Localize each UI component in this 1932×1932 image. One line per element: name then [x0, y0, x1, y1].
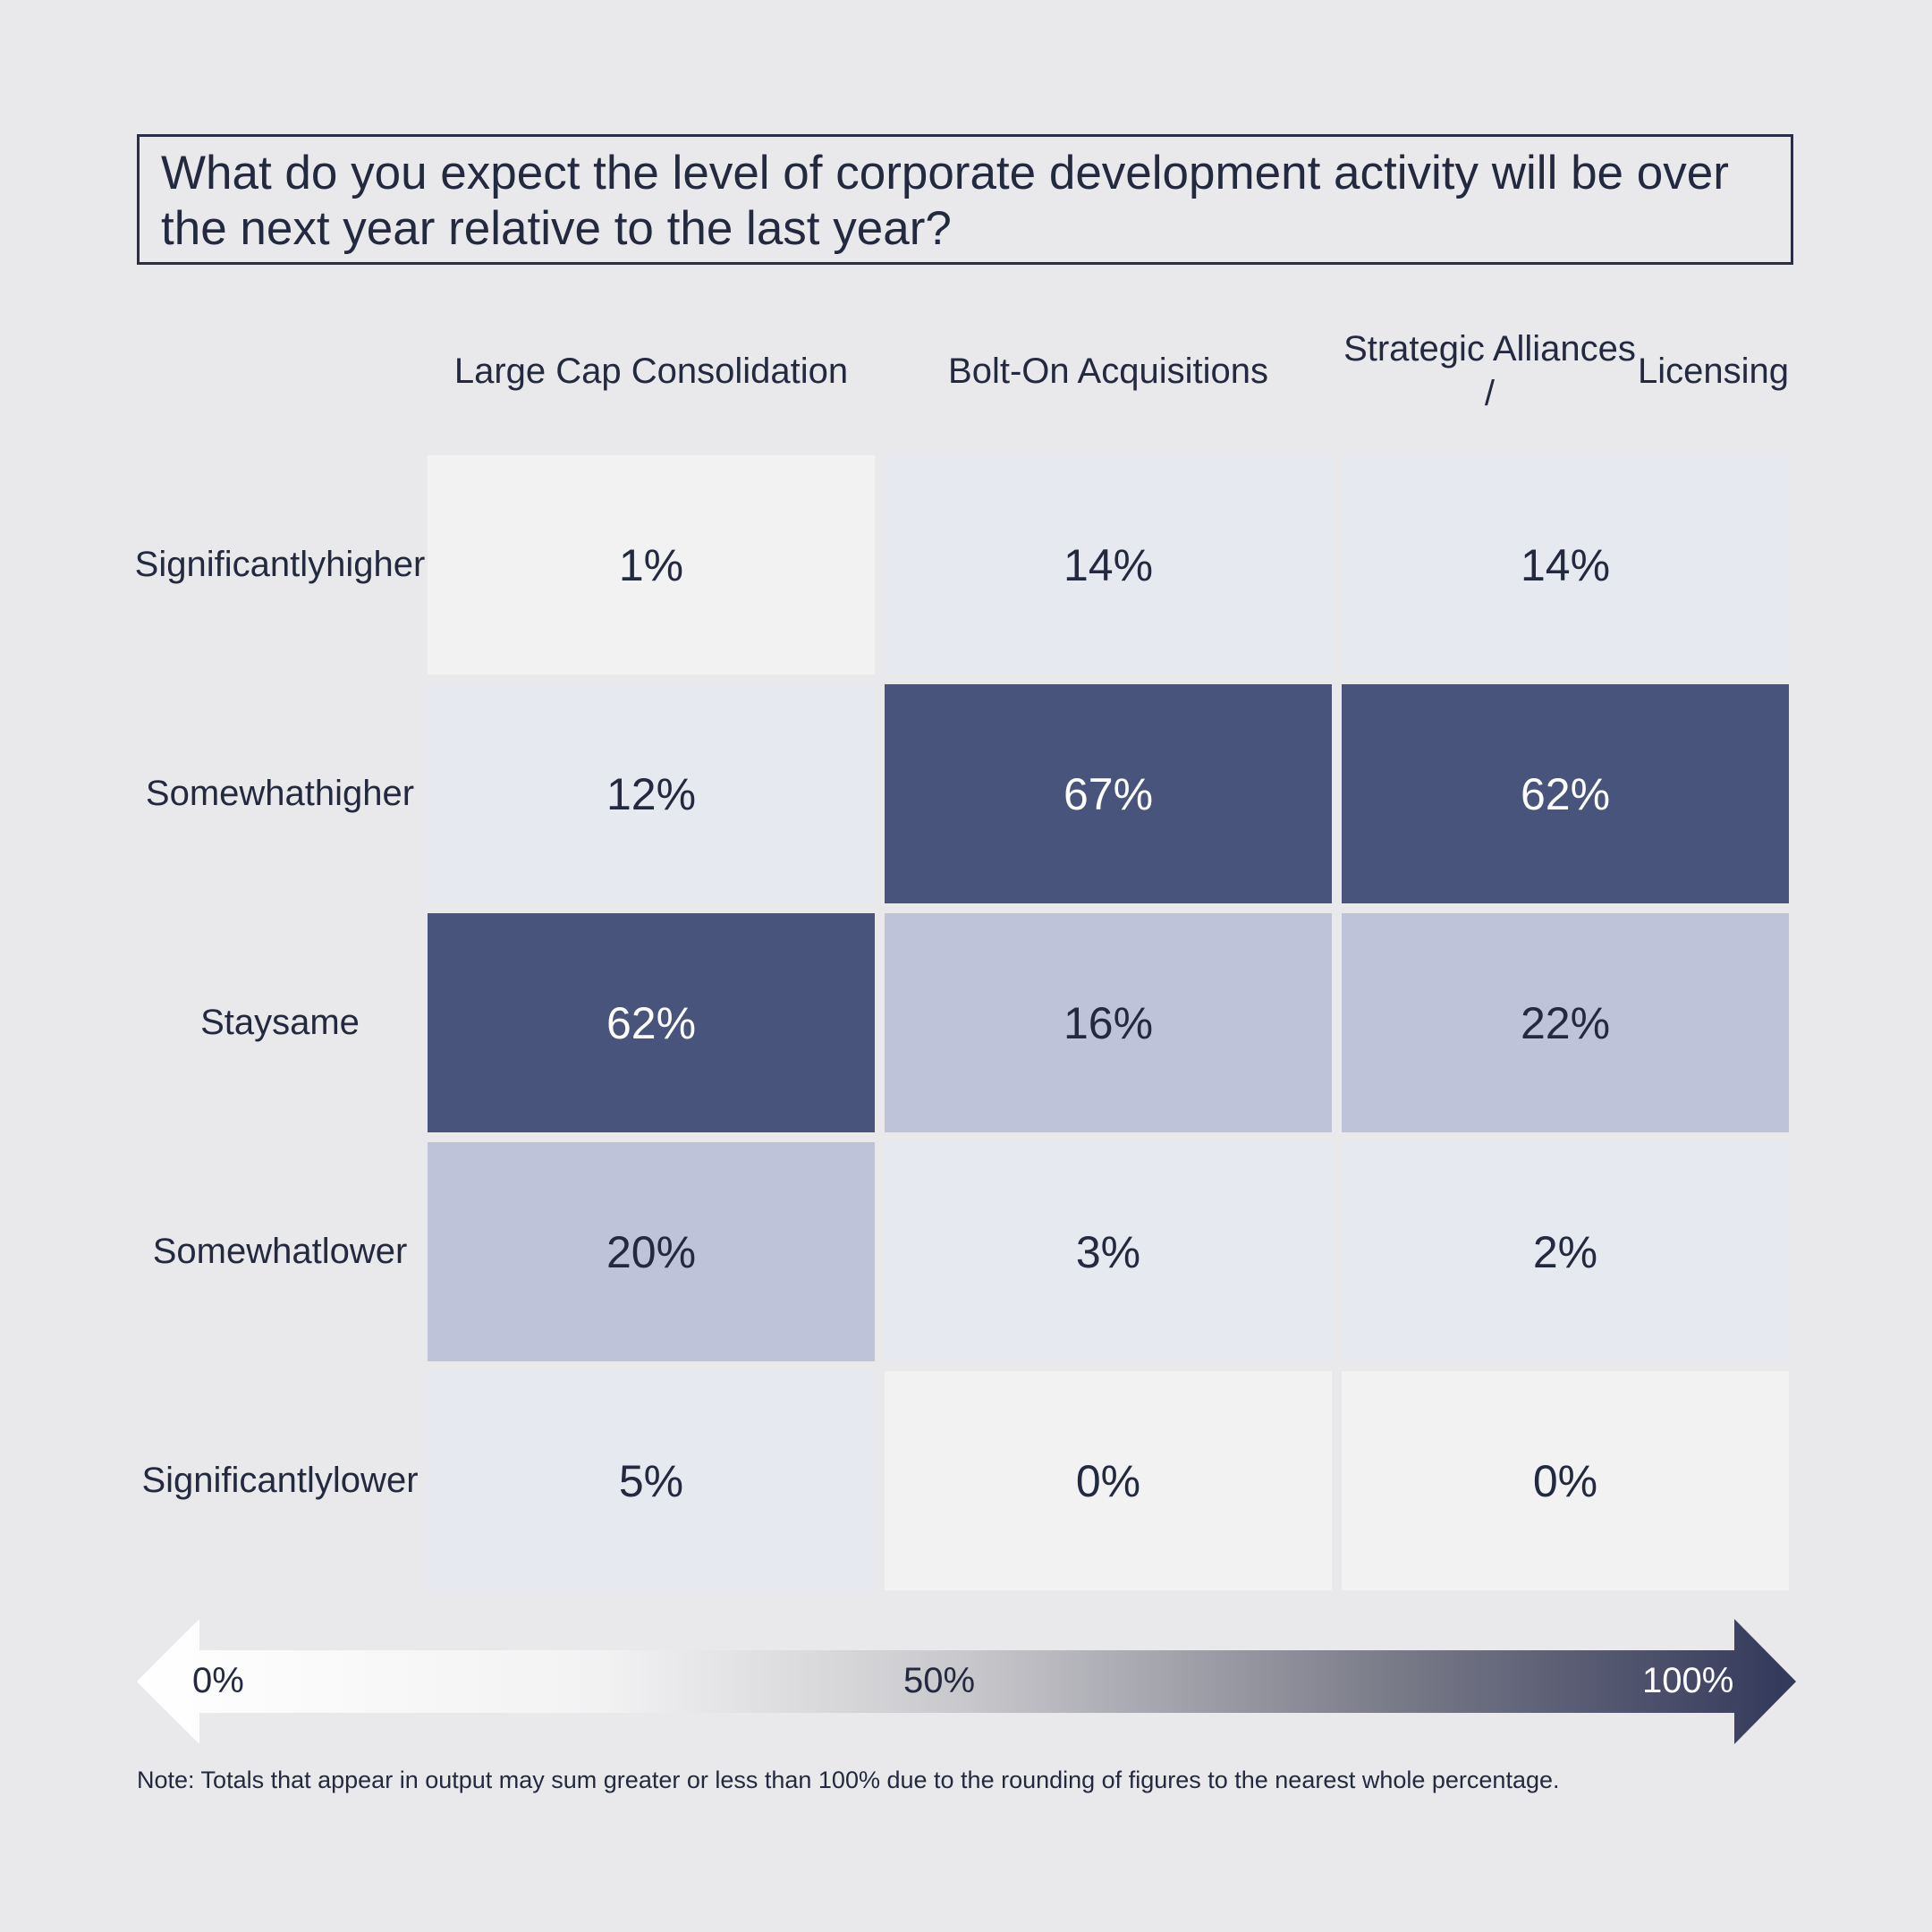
- row-label-line: lower: [321, 1232, 408, 1271]
- cell-value-label: 14%: [1063, 539, 1154, 590]
- cell-value-label: 14%: [1520, 539, 1611, 590]
- heatmap-cell: 0%: [885, 1371, 1332, 1590]
- heatmap-cell: 5%: [428, 1371, 875, 1590]
- cell-value-label: 0%: [1075, 1455, 1141, 1506]
- row-label-line: Significantly: [134, 545, 326, 584]
- heatmap-cell: 62%: [1342, 684, 1789, 903]
- heatmap-cell: 67%: [885, 684, 1332, 903]
- row-label: Significantly lower: [134, 1371, 426, 1590]
- row-label-line: Stay: [200, 1003, 273, 1042]
- cell-value-label: 3%: [1075, 1226, 1141, 1277]
- row-label-line: Somewhat: [145, 774, 315, 813]
- heatmap-cell: 3%: [885, 1142, 1332, 1361]
- cell-value-label: 22%: [1520, 997, 1611, 1048]
- heatmap-cell: 2%: [1342, 1142, 1789, 1361]
- column-header-line: Bolt-On Acquisitions: [948, 352, 1268, 391]
- row-label: Somewhat lower: [134, 1142, 426, 1361]
- cell-value-label: 20%: [606, 1226, 697, 1277]
- heatmap-cell: 12%: [428, 684, 875, 903]
- column-header: Strategic Alliances / Licensing: [1342, 313, 1789, 429]
- heatmap-cell: 16%: [885, 913, 1332, 1132]
- legend-max-label: 100%: [1642, 1661, 1734, 1700]
- row-label-line: lower: [332, 1461, 419, 1500]
- cell-value-label: 12%: [606, 768, 697, 819]
- cell-value-label: 62%: [606, 997, 697, 1048]
- legend-min-label: 0%: [192, 1661, 244, 1700]
- cell-value-label: 1%: [618, 539, 684, 590]
- heatmap-cell: 14%: [885, 455, 1332, 674]
- row-label-line: same: [272, 1003, 360, 1042]
- cell-value-label: 62%: [1520, 768, 1611, 819]
- cell-value-label: 67%: [1063, 768, 1154, 819]
- cell-value-label: 2%: [1532, 1226, 1598, 1277]
- heatmap-cell: 62%: [428, 913, 875, 1132]
- heatmap-cell: 14%: [1342, 455, 1789, 674]
- heatmap-cell: 22%: [1342, 913, 1789, 1132]
- column-header-line: Licensing: [1637, 352, 1789, 391]
- heatmap-cell: 0%: [1342, 1371, 1789, 1590]
- row-label: Somewhat higher: [134, 684, 426, 903]
- row-label-line: higher: [314, 774, 415, 813]
- row-label-line: Somewhat: [152, 1232, 322, 1271]
- row-label-line: higher: [326, 545, 426, 584]
- column-header-line: Large Cap Consolidation: [453, 352, 849, 391]
- column-header: Bolt-On Acquisitions: [885, 313, 1332, 429]
- cell-value-label: 16%: [1063, 997, 1154, 1048]
- heatmap-cell: 20%: [428, 1142, 875, 1361]
- color-scale-legend: 0% 50% 100%: [137, 1619, 1796, 1744]
- row-label-line: Significantly: [141, 1461, 333, 1500]
- footnote: Note: Totals that appear in output may s…: [137, 1767, 1560, 1793]
- row-label: Stay same: [134, 913, 426, 1132]
- column-header: Large Cap Consolidation: [428, 313, 875, 429]
- cell-value-label: 0%: [1532, 1455, 1598, 1506]
- row-label: Significantly higher: [134, 455, 426, 674]
- chart-title: What do you expect the level of corporat…: [137, 134, 1793, 265]
- column-header-line: Strategic Alliances /: [1343, 329, 1636, 413]
- heatmap-cell: 1%: [428, 455, 875, 674]
- cell-value-label: 5%: [618, 1455, 684, 1506]
- gradient-arrow: [137, 1619, 1796, 1744]
- legend-mid-label: 50%: [903, 1661, 976, 1700]
